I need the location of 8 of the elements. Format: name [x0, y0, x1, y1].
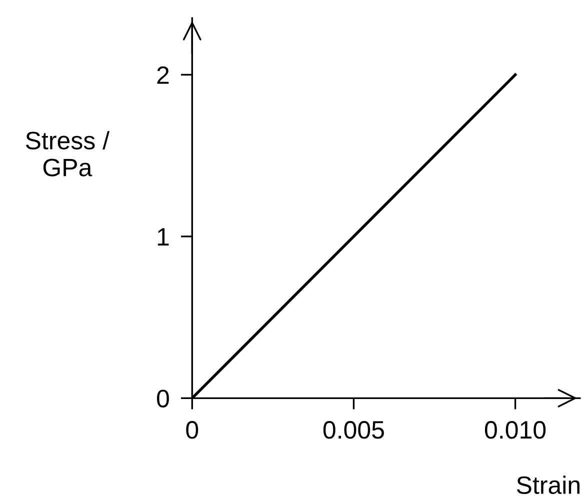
x-tick-label: 0	[186, 421, 198, 439]
y-axis-title: Stress / GPa	[26, 131, 110, 176]
y-tick-label: 0	[156, 390, 169, 408]
x-tick-label: 0.005	[323, 421, 384, 439]
x-axis-title: Strain	[516, 476, 580, 494]
x-tick-label: 0.010	[484, 421, 546, 439]
y-tick-label: 2	[157, 66, 169, 84]
y-tick-label: 1	[158, 228, 169, 246]
